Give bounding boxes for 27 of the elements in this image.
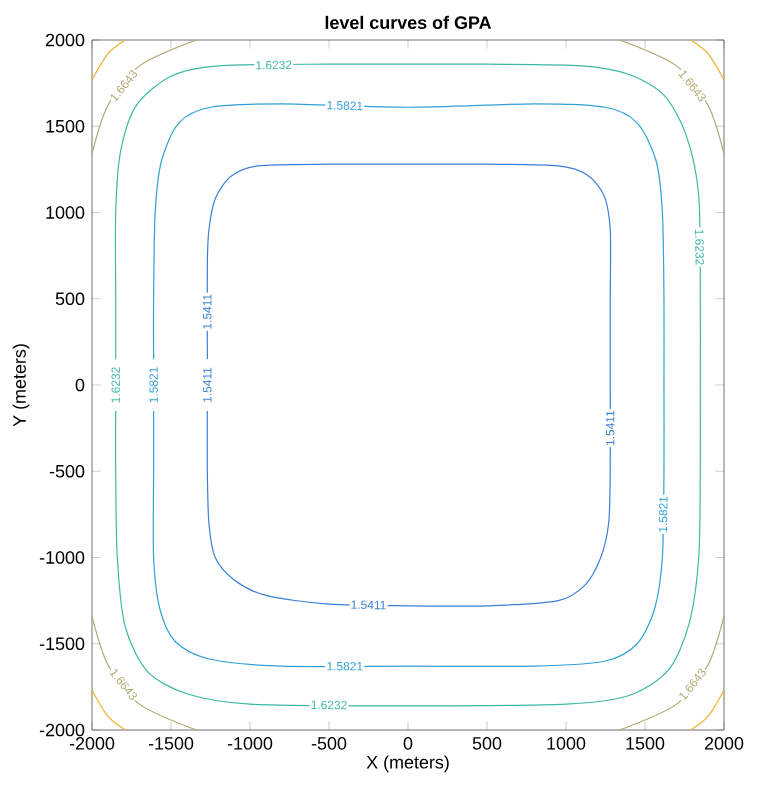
x-tick-label: 0	[403, 737, 413, 750]
x-tick-label: 2000	[704, 737, 744, 750]
y-tick-label: -2000	[39, 723, 85, 737]
x-axis-title: X (meters)	[366, 755, 449, 773]
x-tick-label: -1000	[227, 737, 273, 750]
y-tick-label: 1000	[46, 206, 85, 219]
line-series	[92, 615, 197, 730]
y-tick-label: 0	[75, 378, 85, 392]
y-tick-label: -1000	[39, 551, 85, 564]
line-series	[206, 163, 612, 607]
x-tick-label: -2000	[69, 737, 115, 750]
y-axis-title: Y (meters)	[12, 344, 30, 427]
y-tick-label: 1500	[46, 119, 85, 133]
line-series	[92, 40, 197, 155]
chart-title: level curves of GPA	[325, 15, 492, 30]
y-tick-label: -500	[49, 464, 85, 478]
x-tick-label: -500	[311, 737, 347, 750]
y-tick-label: 500	[55, 292, 85, 306]
line-series	[619, 615, 724, 730]
x-tick-label: 500	[472, 737, 502, 750]
x-tick-label: -1500	[148, 737, 194, 750]
y-tick-label: -1500	[39, 637, 85, 651]
line-series	[152, 103, 665, 668]
y-tick-label: 2000	[45, 33, 85, 47]
x-tick-label: 1000	[547, 737, 586, 750]
line-series	[619, 40, 724, 155]
x-tick-label: 1500	[626, 737, 665, 750]
